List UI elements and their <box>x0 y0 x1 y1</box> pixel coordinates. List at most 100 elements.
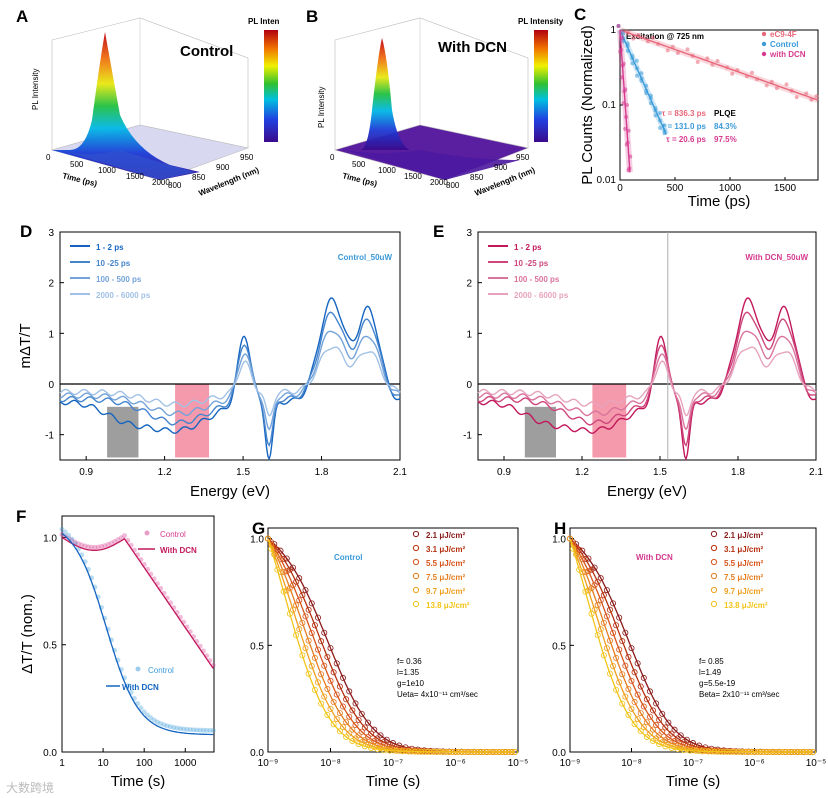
data-point <box>283 587 290 594</box>
data-point <box>597 575 604 582</box>
fit-line-f <box>61 536 214 669</box>
y-axis-title-f: ΔT/T (nom.) <box>19 594 36 674</box>
data-point-c <box>804 91 809 96</box>
data-point <box>631 669 638 676</box>
panel-b-tick: 2000 <box>430 178 448 187</box>
data-point-f <box>200 727 206 733</box>
legend-marker <box>710 530 718 538</box>
data-point <box>606 637 613 644</box>
data-point-f <box>121 533 127 539</box>
data-point <box>600 619 607 626</box>
legend-label: 100 - 500 ps <box>514 275 560 284</box>
data-point-f <box>190 727 196 733</box>
data-point <box>336 710 343 717</box>
data-point <box>311 686 318 693</box>
data-point <box>321 662 328 669</box>
data-point <box>597 626 604 633</box>
chart-f: F 1 10 100 1000 0.0 0.5 1.0 Time (s) ΔT/T (nom.) C… <box>16 507 216 790</box>
x-axis-title-c: Time (ps) <box>688 193 751 210</box>
data-point <box>302 613 309 620</box>
y-tick-label-f: 0.0 <box>43 748 57 759</box>
data-point <box>289 606 296 613</box>
panel-b-tick: 900 <box>494 163 508 172</box>
data-point <box>619 638 626 645</box>
legend-label: 13.8 μJ/cm² <box>426 601 470 610</box>
data-point-f <box>79 542 85 548</box>
spectrum-line <box>59 297 401 461</box>
y-tick-label: 3 <box>48 228 54 239</box>
y-tick-label-f: 1.0 <box>43 533 57 544</box>
data-point <box>619 671 626 678</box>
data-point <box>283 568 290 575</box>
data-point <box>333 691 340 698</box>
data-point-f <box>148 715 154 721</box>
data-point-f <box>210 728 216 734</box>
data-point <box>585 568 592 575</box>
legend-label-c: eC9-4F <box>770 30 797 39</box>
fit-parameter: l=1.35 <box>397 668 420 677</box>
data-point <box>646 713 653 720</box>
legend-label: 7.5 μJ/cm² <box>724 573 763 582</box>
data-point <box>659 728 666 735</box>
panel-a-zlabel: PL Intensity <box>31 68 40 110</box>
data-point <box>640 703 647 710</box>
watermark: 大数跨境 <box>6 780 54 795</box>
data-point <box>339 674 346 681</box>
x-tick-label-f: 100 <box>136 758 153 769</box>
data-point <box>296 597 303 604</box>
legend-label-c: with DCN <box>769 50 806 59</box>
y-tick-label: 1.0 <box>552 535 566 546</box>
y-tick-label: 0.5 <box>250 641 264 652</box>
data-point <box>314 646 321 653</box>
panel-f-letter: F <box>16 507 26 526</box>
legend-marker-f <box>144 530 150 536</box>
legend-marker <box>710 586 718 594</box>
data-point <box>659 710 666 717</box>
fit-line <box>267 538 515 753</box>
data-point <box>286 610 293 617</box>
legend-label-f: Control <box>160 530 186 539</box>
chart-title: With DCN_50uW <box>745 253 808 262</box>
data-point-c <box>639 71 644 76</box>
y-tick-label: 0 <box>466 380 472 391</box>
data-point-f <box>167 724 173 730</box>
data-point-f <box>72 539 78 545</box>
legend-label: 2.1 μJ/cm² <box>724 531 763 540</box>
data-point-c <box>730 71 735 76</box>
data-point <box>330 721 337 728</box>
data-point-c <box>630 61 635 66</box>
data-point <box>668 730 675 737</box>
legend-marker-c <box>761 31 767 37</box>
data-point <box>274 566 281 573</box>
y-tick-label: 3 <box>466 228 472 239</box>
data-point-c <box>715 59 720 64</box>
x-axis-title: Time (s) <box>666 773 720 790</box>
legend-marker <box>710 544 718 552</box>
spectrum-line <box>477 330 817 431</box>
data-point <box>371 738 378 745</box>
plot-frame-d <box>59 231 401 461</box>
data-point <box>613 686 620 693</box>
data-point <box>567 535 574 542</box>
data-point <box>296 626 303 633</box>
x-tick-label: 0.9 <box>79 467 93 478</box>
panel-a-colorbar <box>264 30 278 142</box>
data-point-c <box>623 126 628 131</box>
data-point <box>650 737 657 744</box>
panel-a-label: Control <box>180 43 233 60</box>
data-point <box>625 686 632 693</box>
data-point <box>333 660 340 667</box>
data-point-f <box>164 723 170 729</box>
panel-a-tick: 950 <box>240 153 254 162</box>
panel-a-tick: 800 <box>168 181 182 190</box>
data-point <box>286 566 293 573</box>
data-point <box>640 724 647 731</box>
panel-b-tick: 950 <box>516 153 530 162</box>
panel-b-tick: 850 <box>470 173 484 182</box>
data-point <box>643 719 650 726</box>
data-point <box>603 587 610 594</box>
spectrum-line <box>477 311 817 447</box>
legend-label: 10 -25 ps <box>514 259 549 268</box>
data-point <box>349 726 356 733</box>
panel-a-tick: 500 <box>70 160 84 169</box>
